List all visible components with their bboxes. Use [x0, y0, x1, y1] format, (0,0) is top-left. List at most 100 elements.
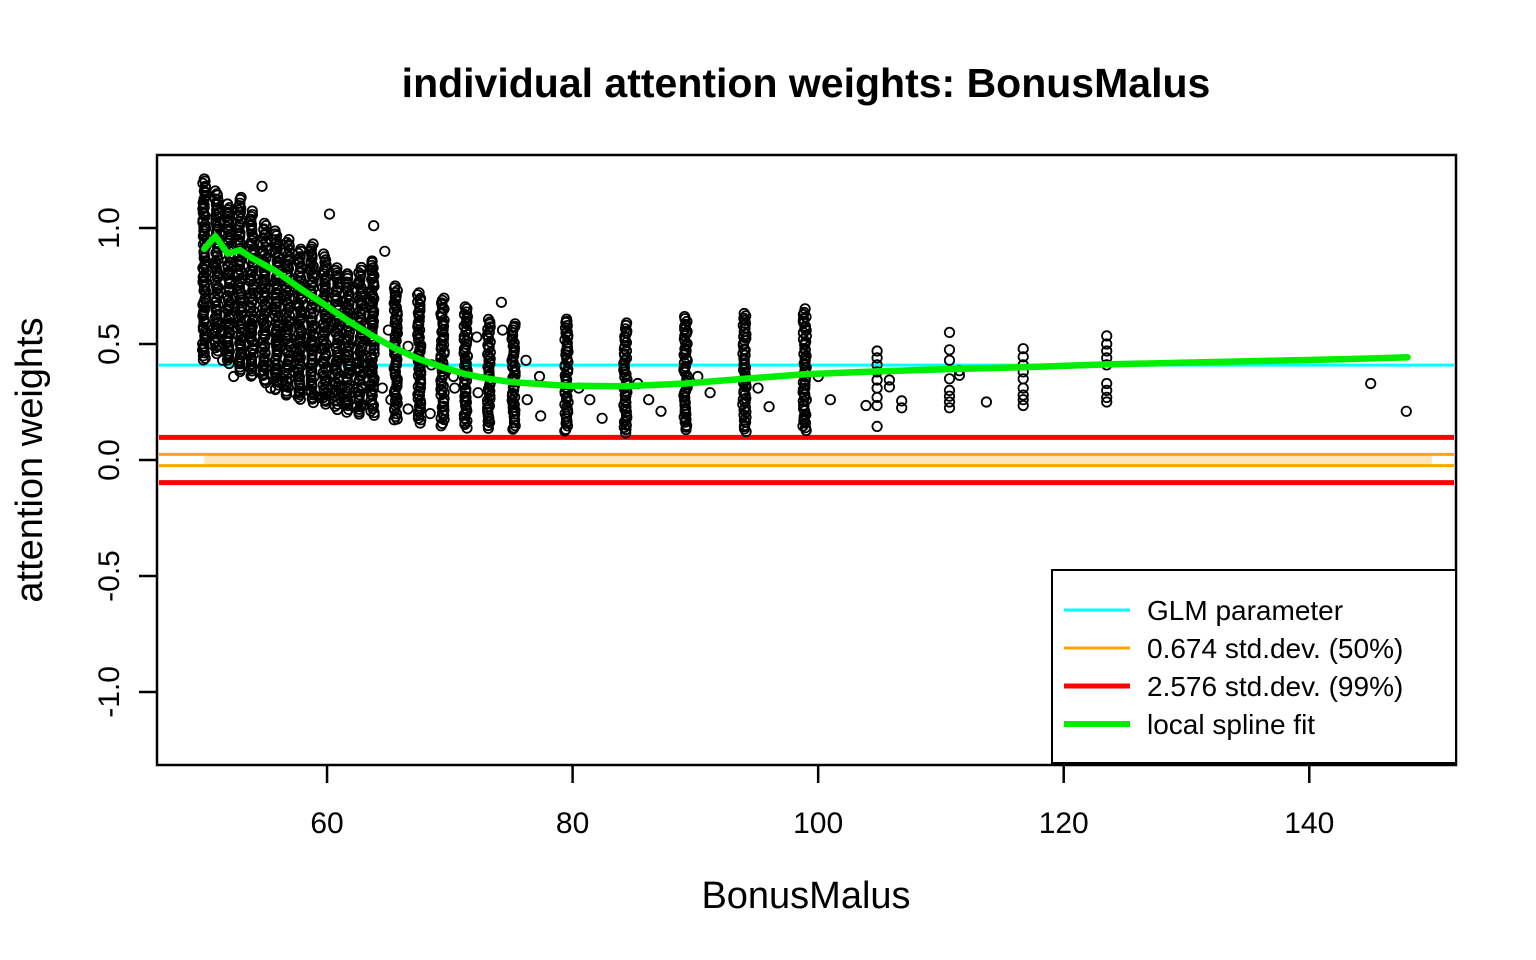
data-point [1017, 351, 1029, 363]
x-axis-title: BonusMalus [701, 875, 910, 917]
data-point [318, 325, 330, 338]
x-tick-label: 60 [310, 807, 343, 840]
data-point [364, 363, 376, 376]
data-point [871, 374, 883, 386]
data-point [414, 299, 426, 311]
data-point [678, 310, 691, 323]
data-point [482, 313, 495, 325]
data-point [209, 185, 221, 197]
data-point [280, 326, 292, 338]
data-point [1101, 330, 1113, 342]
data-point [413, 287, 425, 299]
data-point [332, 281, 344, 293]
data-point [379, 245, 391, 257]
data-point [366, 255, 378, 267]
data-point [508, 422, 520, 434]
data-point [323, 208, 336, 220]
x-tick-label: 140 [1284, 807, 1334, 840]
data-point [871, 399, 883, 412]
data-point [302, 384, 315, 396]
data-point [471, 331, 483, 343]
data-point [461, 302, 473, 315]
data-point [307, 238, 319, 250]
data-point [943, 390, 956, 402]
data-point [509, 404, 521, 416]
data-point [353, 267, 365, 279]
data-point [883, 374, 896, 386]
data-point [246, 369, 258, 381]
data-point [472, 387, 484, 399]
data-point [270, 230, 283, 242]
axes-group: 60 80 100 120 140 1.0 0.5 0.0 -0.5 -1.0 [93, 153, 1458, 840]
data-point [306, 348, 318, 360]
data-point [559, 398, 571, 411]
data-point [388, 304, 401, 316]
data-point [339, 396, 352, 408]
data-point [1400, 405, 1412, 417]
data-point [560, 313, 573, 325]
data-point [314, 391, 326, 403]
data-point [389, 280, 401, 292]
data-point [596, 412, 608, 424]
data-point [799, 382, 811, 394]
data-point [212, 287, 224, 300]
data-point [246, 209, 258, 221]
data-point [1101, 345, 1113, 357]
data-point [620, 427, 632, 439]
data-point [368, 269, 380, 282]
data-point [301, 331, 313, 343]
data-point [222, 214, 234, 226]
data-point [354, 274, 366, 286]
data-point [258, 217, 271, 229]
data-point [980, 396, 993, 408]
data-point [1017, 399, 1029, 412]
data-point [280, 375, 292, 387]
data-point [507, 405, 519, 418]
data-point [352, 349, 364, 362]
data-point [520, 354, 532, 366]
x-tick-label: 80 [556, 807, 589, 840]
data-point [234, 227, 246, 239]
data-point [241, 315, 253, 327]
data-point [366, 297, 379, 309]
spline-fit-line [201, 232, 1411, 390]
legend-item-label: 0.674 std.dev. (50%) [1147, 633, 1403, 664]
data-point [198, 173, 210, 185]
data-point [495, 296, 507, 308]
data-point [871, 345, 883, 357]
data-point [260, 220, 272, 232]
data-point [1101, 391, 1113, 403]
y-tick-label: -0.5 [93, 550, 126, 602]
data-point [763, 401, 775, 413]
y-tick-label: -1.0 [93, 666, 126, 718]
data-point [436, 294, 448, 306]
data-point [295, 243, 307, 255]
data-point [234, 197, 246, 209]
data-point [943, 402, 956, 414]
data-point [228, 370, 240, 383]
data-point [438, 314, 450, 326]
data-point [896, 395, 908, 407]
data-point [535, 410, 547, 422]
data-point [496, 324, 509, 336]
data-point [258, 324, 271, 337]
data-point [943, 396, 956, 408]
data-point [800, 350, 812, 362]
data-point [270, 242, 282, 254]
data-point [437, 380, 449, 392]
data-point [1017, 343, 1029, 355]
data-point [411, 289, 424, 301]
data-point [245, 273, 257, 285]
data-point [391, 373, 403, 385]
data-point [752, 382, 764, 394]
band-50-fill [204, 454, 1433, 466]
data-point [797, 376, 809, 388]
data-point [350, 401, 363, 413]
data-point [246, 205, 258, 217]
data-point [253, 366, 266, 378]
data-point [341, 268, 353, 280]
data-point [533, 370, 546, 383]
data-point [458, 308, 471, 321]
